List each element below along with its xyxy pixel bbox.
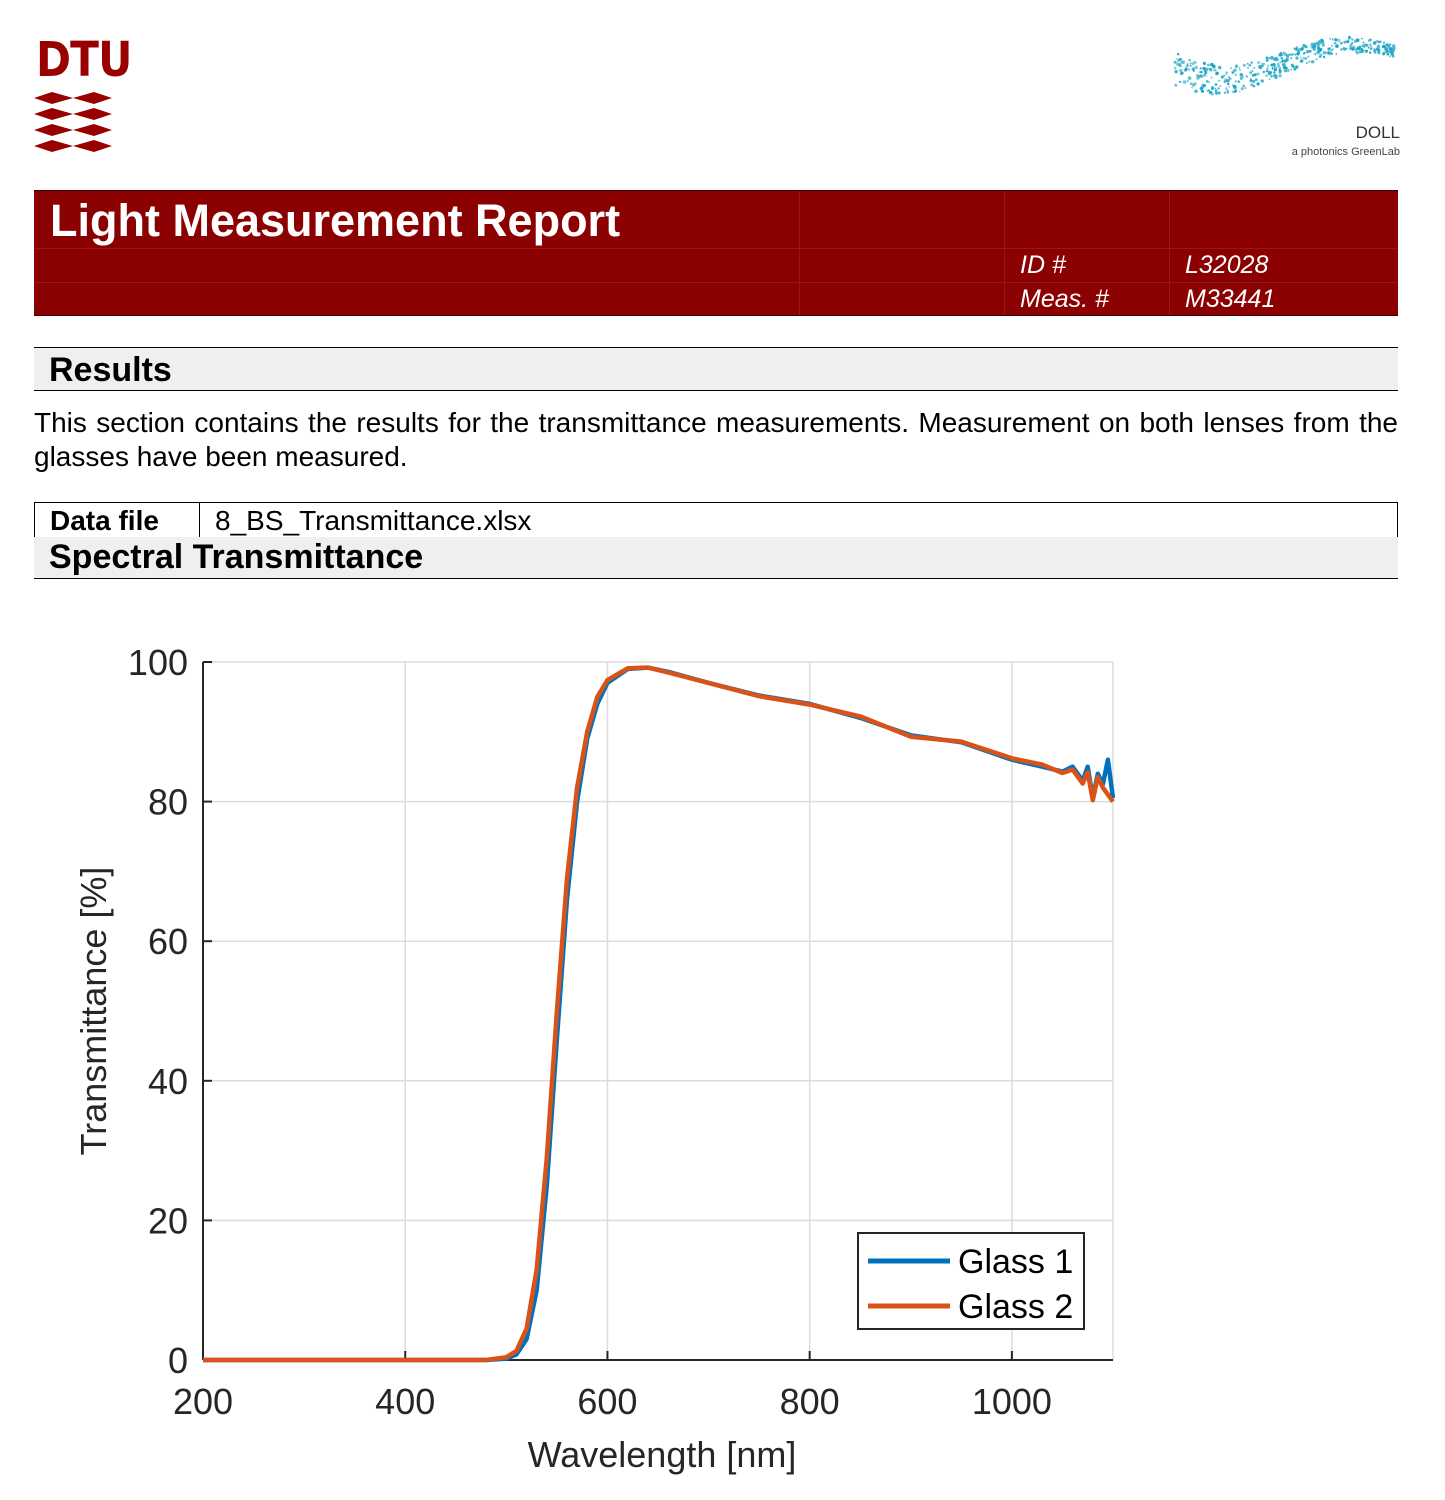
legend-box <box>857 1232 1085 1330</box>
doll-logo-name: DOLL <box>1355 123 1400 142</box>
dtu-wave-mark <box>34 92 112 152</box>
results-heading: Results <box>49 351 172 389</box>
report-header-banner: Light Measurement Report ID # L32028 Mea… <box>34 190 1398 316</box>
x-tick-label: 600 <box>577 1381 637 1422</box>
spectral-heading-bar: Spectral Transmittance <box>34 537 1398 579</box>
report-title: Light Measurement Report <box>50 195 621 246</box>
data-file-value: 8_BS_Transmittance.xlsx <box>215 505 532 536</box>
spectral-heading: Spectral Transmittance <box>49 538 424 576</box>
dtu-logo-text: DTU <box>36 32 132 88</box>
x-axis-label: Wavelength [nm] <box>528 1434 797 1475</box>
x-tick-label: 200 <box>173 1381 233 1422</box>
y-tick-label: 0 <box>168 1340 188 1381</box>
doll-logo-tagline: a photonics GreenLab <box>1291 146 1400 158</box>
meas-value: M33441 <box>1185 285 1276 313</box>
y-axis-label: Transmittance [%] <box>73 867 114 1156</box>
x-tick-label: 1000 <box>972 1381 1052 1422</box>
y-tick-label: 60 <box>148 921 188 962</box>
doll-dot-mark <box>1173 35 1396 96</box>
doll-logo: DOLL a photonics GreenLab <box>1170 30 1410 165</box>
meas-label: Meas. # <box>1020 285 1109 313</box>
data-file-label: Data file <box>50 505 159 536</box>
dtu-logo: DTU <box>30 36 132 161</box>
y-tick-label: 100 <box>128 642 188 683</box>
y-tick-label: 20 <box>148 1200 188 1241</box>
results-heading-bar: Results <box>34 347 1398 391</box>
x-tick-label: 800 <box>780 1381 840 1422</box>
y-tick-label: 40 <box>148 1061 188 1102</box>
id-label: ID # <box>1020 251 1066 279</box>
y-tick-label: 80 <box>148 782 188 823</box>
data-file-row: Data file 8_BS_Transmittance.xlsx <box>34 502 1398 538</box>
legend-label-2: Glass 2 <box>958 1288 1073 1326</box>
legend-label-1: Glass 1 <box>958 1243 1073 1281</box>
id-value: L32028 <box>1185 251 1269 279</box>
transmittance-chart: 200 400 600 800 1000 0 20 40 60 80 100 Wavelength [… <box>73 642 1116 1475</box>
results-description: This section contains the results for th… <box>34 407 1398 472</box>
x-tick-label: 400 <box>375 1381 435 1422</box>
series-line-2 <box>203 665 1115 1363</box>
